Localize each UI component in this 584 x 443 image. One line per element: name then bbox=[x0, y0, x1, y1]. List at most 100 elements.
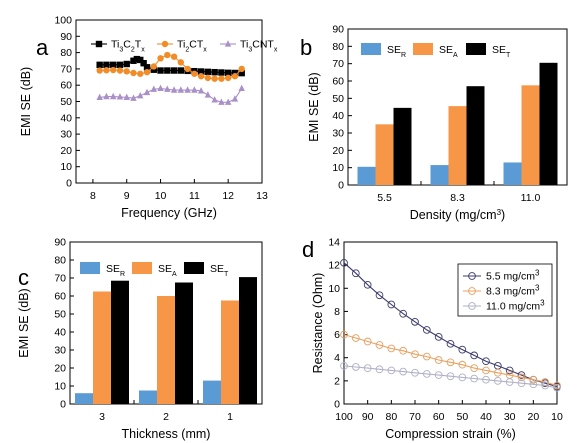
y-tick-label: 60 bbox=[60, 80, 72, 92]
legend-marker bbox=[468, 272, 476, 280]
data-point bbox=[387, 344, 396, 353]
data-point bbox=[470, 364, 479, 372]
x-tick-label: 8.3 bbox=[450, 192, 465, 204]
x-tick-label: 70 bbox=[409, 411, 421, 423]
data-point bbox=[553, 381, 561, 390]
legend-label: 11.0 mg/cm3 bbox=[486, 298, 545, 313]
x-tick-label: 5.5 bbox=[377, 192, 392, 204]
legend-label: Ti3CNTx bbox=[240, 39, 278, 54]
data-point bbox=[458, 360, 467, 369]
data-point bbox=[184, 65, 191, 73]
data-point bbox=[103, 61, 110, 69]
data-point bbox=[157, 55, 164, 62]
data-point bbox=[553, 383, 561, 392]
legend: SER SEA SET bbox=[80, 262, 229, 278]
series-line bbox=[99, 87, 243, 103]
series-line bbox=[343, 262, 558, 388]
plot-frame bbox=[343, 241, 558, 405]
x-tick-label: 30 bbox=[504, 411, 516, 423]
y-tick-label: 30 bbox=[60, 129, 72, 141]
data-point bbox=[130, 94, 137, 101]
data-point bbox=[470, 374, 479, 383]
bar bbox=[375, 124, 394, 185]
data-point bbox=[211, 68, 218, 76]
data-point bbox=[164, 51, 171, 59]
data-point bbox=[340, 361, 348, 370]
bar bbox=[521, 85, 540, 185]
data-point bbox=[96, 67, 103, 74]
x-tick-label: 10 bbox=[551, 411, 563, 423]
data-point bbox=[218, 98, 225, 105]
y-tick-label: 40 bbox=[54, 327, 66, 339]
data-point bbox=[505, 378, 514, 386]
y-tick-label: 10 bbox=[54, 381, 66, 393]
data-point bbox=[110, 61, 117, 69]
legend-swatch bbox=[132, 262, 152, 274]
data-point bbox=[422, 352, 431, 361]
data-point bbox=[96, 61, 103, 69]
y-tick-label: 0 bbox=[60, 399, 66, 411]
legend-label: Ti2CTx bbox=[177, 39, 207, 54]
y-axis-label: EMI SE (dB) bbox=[307, 72, 321, 141]
data-point bbox=[224, 69, 232, 77]
y-tick-label: 20 bbox=[332, 145, 344, 157]
x-tick-label: 2 bbox=[163, 411, 169, 423]
data-point bbox=[422, 326, 431, 334]
data-point bbox=[434, 356, 443, 364]
data-point bbox=[517, 373, 526, 382]
x-tick-label: 50 bbox=[456, 411, 468, 423]
bar bbox=[539, 62, 558, 185]
y-tick-label: 50 bbox=[60, 96, 72, 108]
y-tick-label: 50 bbox=[54, 309, 66, 321]
legend: Ti3C2Tx Ti2CTx Ti3CNTx bbox=[91, 39, 278, 54]
y-tick-label: 50 bbox=[332, 93, 344, 105]
bar bbox=[466, 86, 485, 185]
y-tick-label: 0 bbox=[338, 180, 344, 192]
data-point bbox=[238, 65, 245, 73]
data-point bbox=[351, 334, 360, 342]
data-point bbox=[238, 84, 245, 92]
data-point bbox=[123, 68, 130, 75]
y-tick-label: 8 bbox=[334, 306, 340, 318]
x-axis-label: Compression strain (%) bbox=[385, 427, 516, 441]
data-point bbox=[103, 92, 110, 100]
data-point bbox=[340, 258, 348, 267]
x-tick-label: 80 bbox=[385, 411, 397, 423]
x-tick-label: 11 bbox=[189, 190, 200, 202]
legend-label: 5.5 mg/cm3 bbox=[486, 268, 540, 283]
y-tick-label: 70 bbox=[54, 273, 66, 285]
data-point bbox=[164, 85, 171, 92]
x-tick-label: 3 bbox=[99, 411, 105, 423]
legend: SER SEA SET bbox=[361, 43, 511, 59]
y-tick-label: 80 bbox=[332, 41, 344, 53]
data-point bbox=[177, 67, 185, 74]
x-tick-label: 12 bbox=[222, 190, 234, 202]
bar bbox=[393, 107, 412, 185]
data-point bbox=[143, 68, 151, 76]
data-point bbox=[375, 365, 384, 374]
data-point bbox=[482, 357, 490, 366]
data-point bbox=[363, 280, 372, 289]
data-point bbox=[446, 339, 455, 348]
legend-marker bbox=[468, 287, 476, 295]
panel-label: d bbox=[302, 237, 314, 262]
data-point bbox=[211, 75, 218, 82]
y-tick-label: 20 bbox=[54, 363, 66, 375]
bar bbox=[430, 165, 449, 185]
y-tick-label: 80 bbox=[60, 47, 72, 59]
legend-label: SEA bbox=[439, 44, 458, 59]
y-tick-label: 30 bbox=[332, 128, 344, 140]
data-point bbox=[204, 91, 212, 98]
data-point bbox=[529, 375, 538, 384]
data-point bbox=[224, 74, 232, 82]
data-point bbox=[170, 53, 178, 60]
legend-label: SEA bbox=[158, 263, 177, 278]
series-1 bbox=[96, 51, 245, 82]
data-point bbox=[184, 86, 191, 93]
data-point bbox=[170, 67, 178, 74]
y-tick-label: 90 bbox=[332, 24, 344, 36]
data-point bbox=[231, 73, 239, 80]
x-tick-label: 40 bbox=[480, 411, 492, 423]
data-point bbox=[218, 69, 225, 76]
